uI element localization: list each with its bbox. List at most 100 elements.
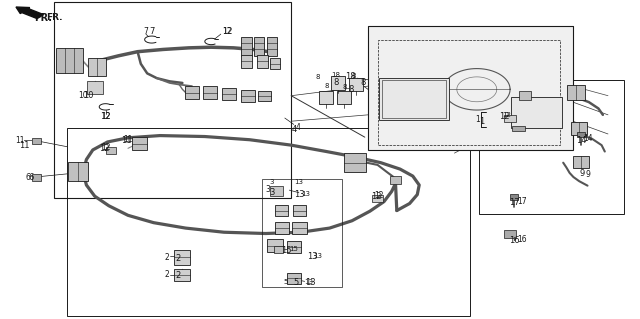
Bar (368, 26, 573, 150)
Text: 15: 15 (289, 247, 298, 252)
Bar (258, 91, 271, 101)
Text: 7: 7 (143, 27, 148, 36)
Text: 8: 8 (351, 73, 356, 79)
Polygon shape (368, 26, 573, 33)
Text: 12: 12 (99, 144, 109, 153)
Text: 16: 16 (517, 235, 527, 244)
Text: 12: 12 (223, 27, 232, 36)
Text: 12: 12 (374, 191, 383, 200)
Text: 13: 13 (294, 179, 303, 185)
Bar (372, 195, 383, 202)
Text: 8: 8 (360, 78, 365, 87)
Text: 8: 8 (333, 78, 339, 87)
Bar (390, 176, 401, 184)
Text: 4: 4 (296, 123, 301, 132)
Bar (378, 40, 560, 145)
Bar (479, 80, 624, 214)
Text: 2: 2 (165, 253, 170, 262)
Bar (88, 58, 106, 76)
Bar (86, 81, 102, 94)
Bar (511, 97, 562, 128)
Text: 3: 3 (265, 185, 270, 194)
Bar (510, 194, 518, 200)
Text: 10: 10 (83, 91, 93, 100)
Text: 12: 12 (222, 27, 232, 36)
Bar (54, 2, 291, 198)
Bar (67, 128, 470, 316)
Bar (270, 58, 280, 69)
Text: 3: 3 (269, 179, 275, 185)
Bar (257, 55, 268, 68)
Text: 7: 7 (149, 27, 154, 36)
Text: 5: 5 (293, 278, 298, 287)
Text: 12: 12 (101, 143, 110, 152)
Bar (241, 37, 252, 56)
Text: 5: 5 (284, 279, 288, 285)
Bar (132, 137, 147, 150)
Text: 6: 6 (26, 173, 31, 182)
Text: 4: 4 (291, 125, 296, 134)
Bar (106, 147, 115, 154)
Text: 2: 2 (165, 271, 170, 279)
Text: FR.: FR. (35, 12, 52, 23)
Bar (287, 272, 301, 284)
Text: 13: 13 (305, 278, 316, 287)
Text: 17: 17 (517, 197, 527, 206)
Text: 14: 14 (584, 134, 593, 143)
Text: 1: 1 (479, 117, 484, 126)
Bar (287, 241, 301, 253)
Text: 11: 11 (124, 135, 132, 144)
Text: 10: 10 (79, 91, 88, 100)
Bar (275, 205, 288, 216)
Bar (241, 90, 255, 102)
Bar (174, 269, 191, 281)
Text: FR.: FR. (46, 13, 63, 22)
Bar (567, 85, 585, 100)
Bar (349, 78, 363, 91)
Text: 12: 12 (499, 112, 509, 121)
Text: 16: 16 (509, 236, 519, 245)
Text: 18: 18 (346, 72, 356, 81)
Text: 3: 3 (269, 189, 275, 197)
Text: 8: 8 (342, 84, 347, 90)
Bar (275, 222, 289, 234)
Text: 13: 13 (314, 253, 323, 259)
Bar (222, 88, 236, 100)
Bar (267, 37, 277, 56)
Text: 1: 1 (476, 115, 480, 124)
Text: 8: 8 (348, 85, 353, 94)
Bar (203, 86, 217, 99)
Bar (379, 78, 449, 120)
Text: 12: 12 (502, 113, 511, 118)
Bar (262, 179, 342, 287)
Bar (504, 230, 516, 239)
Bar (344, 153, 367, 172)
Bar (504, 115, 516, 122)
Bar (241, 55, 252, 68)
Text: 11: 11 (122, 136, 132, 145)
Bar (68, 162, 88, 181)
Bar (572, 122, 588, 135)
Text: 13: 13 (307, 252, 317, 261)
Bar (56, 48, 83, 73)
Bar (319, 91, 333, 104)
Bar (519, 91, 531, 100)
Bar (293, 205, 306, 216)
Bar (577, 132, 585, 137)
Text: 17: 17 (509, 198, 519, 207)
Text: 18: 18 (331, 72, 340, 78)
Bar (268, 239, 283, 252)
Bar (32, 174, 41, 181)
Bar (337, 91, 351, 104)
Text: 13: 13 (305, 279, 314, 285)
Text: 11: 11 (15, 137, 24, 145)
Bar (270, 186, 283, 196)
Text: 13: 13 (294, 190, 305, 199)
Text: 8: 8 (324, 83, 329, 89)
Bar (512, 126, 525, 131)
Bar (185, 86, 199, 99)
Text: 9: 9 (580, 169, 585, 178)
FancyArrow shape (16, 7, 44, 19)
Bar (274, 246, 284, 253)
Bar (331, 76, 345, 90)
